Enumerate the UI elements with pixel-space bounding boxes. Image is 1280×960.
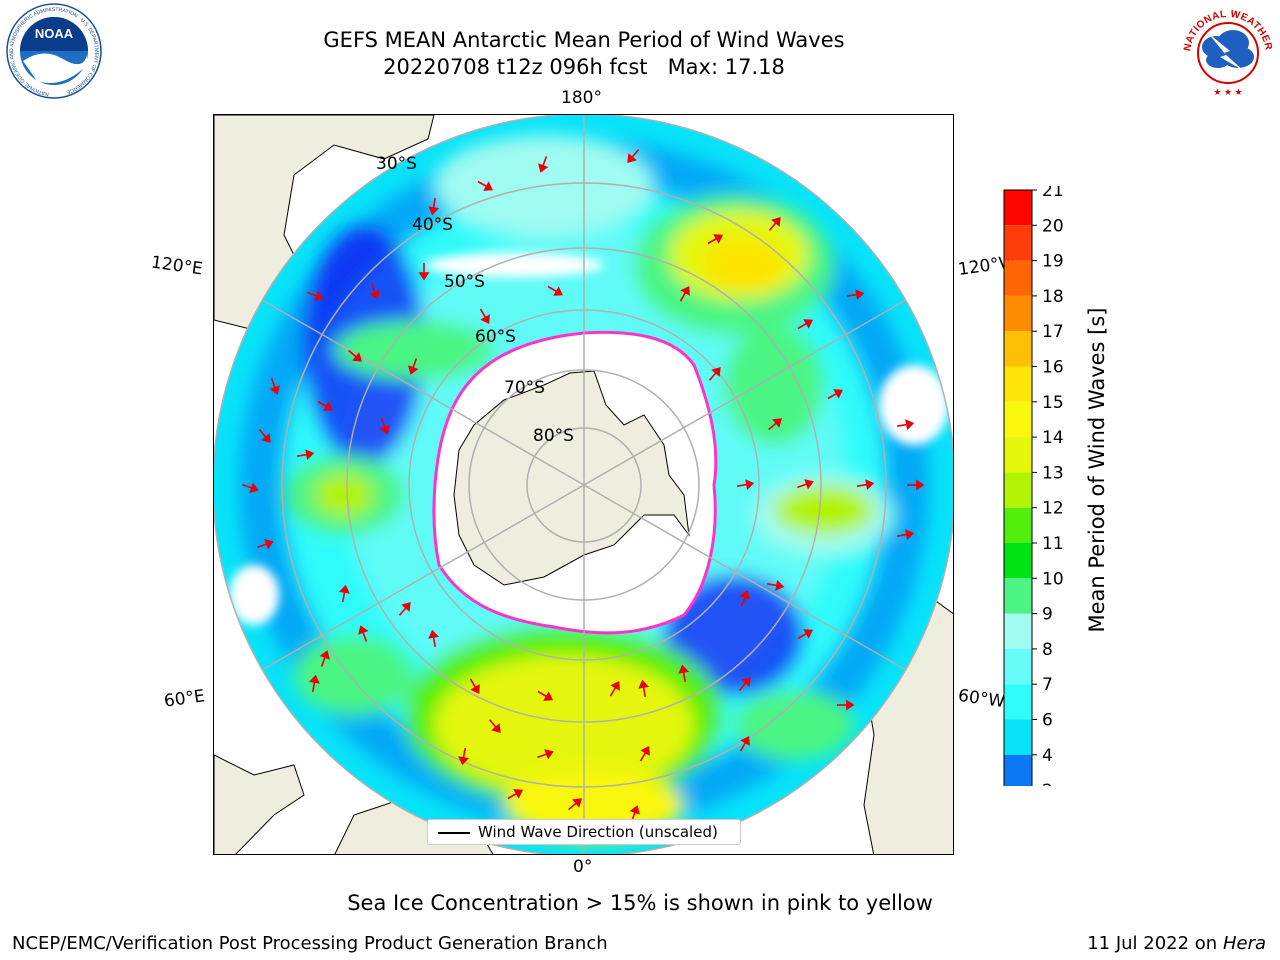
lon-label-0: 0° xyxy=(573,857,593,877)
colorbar-segment-8 xyxy=(1004,648,1032,685)
lat-label-50s: 50°S xyxy=(444,272,485,292)
noaa-logo: NOAA NATIONAL OCEANIC AND ATMOSPHERIC AD… xyxy=(6,3,102,99)
lon-label-180: 180° xyxy=(561,88,602,108)
lat-label-70s: 70°S xyxy=(504,378,545,398)
colorbar-tick-label: 8 xyxy=(1042,640,1053,660)
lon-label-60w: 60°W xyxy=(956,685,1007,713)
colorbar-segment-16 xyxy=(1004,366,1032,402)
footer-date-text: 11 Jul 2022 on xyxy=(1087,933,1223,954)
legend-label: Wind Wave Direction (unscaled) xyxy=(478,823,718,841)
colorbar-tick-label: 10 xyxy=(1042,569,1064,589)
map-legend: Wind Wave Direction (unscaled) xyxy=(427,819,741,845)
chart-subtitle: 20220708 t12z 096h fcst Max: 17.18 xyxy=(383,55,785,79)
colorbar-tick-label: 2 xyxy=(1042,781,1053,786)
lat-label-80s: 80°S xyxy=(533,426,574,446)
colorbar-tick-label: 15 xyxy=(1042,393,1064,413)
colorbar-tick-label: 4 xyxy=(1042,746,1053,766)
colorbar-segment-7 xyxy=(1004,684,1032,720)
lat-label-30s: 30°S xyxy=(376,154,417,174)
noaa-logo-text: NOAA xyxy=(35,26,74,41)
colorbar-tick-label: 7 xyxy=(1042,675,1053,695)
nws-logo: NATIONAL WEATHER SERVICE ★ ★ ★ xyxy=(1178,3,1274,99)
chart-title: GEFS MEAN Antarctic Mean Period of Wind … xyxy=(323,28,845,52)
wave-period-field xyxy=(214,115,953,854)
colorbar-segment-14 xyxy=(1004,437,1032,473)
colorbar-segment-6 xyxy=(1004,719,1032,755)
colorbar-segment-9 xyxy=(1004,613,1032,649)
colorbar-segment-17 xyxy=(1004,331,1032,367)
sea-ice-note: Sea Ice Concentration > 15% is shown in … xyxy=(347,891,933,915)
colorbar-segment-12 xyxy=(1004,507,1032,543)
colorbar-segment-11 xyxy=(1004,543,1032,579)
colorbar-title: Mean Period of Wind Waves [s] xyxy=(1085,307,1109,633)
colorbar-segment-4 xyxy=(1004,754,1032,786)
map-svg: 30°S 40°S 50°S 60°S 70°S 80°S xyxy=(214,115,953,854)
latitude-labels: 30°S 40°S 50°S 60°S 70°S 80°S xyxy=(376,154,574,446)
africa-land xyxy=(214,754,305,854)
colorbar-segment-10 xyxy=(1004,578,1032,614)
footer-host: Hera xyxy=(1222,933,1266,954)
colorbar-segment-18 xyxy=(1004,295,1032,332)
graticule xyxy=(214,115,953,854)
colorbar-tick-label: 9 xyxy=(1042,605,1053,625)
colorbar-tick-label: 21 xyxy=(1042,186,1064,201)
legend-line-swatch xyxy=(438,832,470,834)
wind-wave-arrows xyxy=(242,149,925,822)
colorbar-tick-label: 14 xyxy=(1042,428,1064,448)
map-panel: 30°S 40°S 50°S 60°S 70°S 80°S xyxy=(213,114,954,855)
colorbar-tick-label: 18 xyxy=(1042,287,1064,307)
colorbar-segment-20 xyxy=(1004,225,1032,261)
colorbar-segment-13 xyxy=(1004,472,1032,508)
colorbar-segment-21 xyxy=(1004,190,1032,226)
colorbar: 21 20 19 18 17 16 15 14 13 12 11 10 9 8 7 6 4 2 xyxy=(1003,186,1064,786)
colorbar-tick-label: 11 xyxy=(1042,534,1064,554)
antarctica xyxy=(432,330,718,635)
colorbar-segment-19 xyxy=(1004,260,1032,296)
lat-label-40s: 40°S xyxy=(412,215,453,235)
colorbar-tick-label: 20 xyxy=(1042,216,1064,236)
lat-label-60s: 60°S xyxy=(475,327,516,347)
footer-date: 11 Jul 2022 on Hera xyxy=(1087,933,1266,954)
colorbar-tick-label: 12 xyxy=(1042,499,1064,519)
colorbar-tick-label: 17 xyxy=(1042,322,1064,342)
lon-label-120e: 120°E xyxy=(149,252,204,280)
colorbar-tick-label: 16 xyxy=(1042,358,1064,378)
svg-text:★ ★ ★: ★ ★ ★ xyxy=(1213,87,1242,97)
lon-label-60e: 60°E xyxy=(162,686,207,712)
colorbar-tick-label: 13 xyxy=(1042,463,1064,483)
footer-credit: NCEP/EMC/Verification Post Processing Pr… xyxy=(12,933,608,954)
colorbar-segment-15 xyxy=(1004,401,1032,438)
colorbar-tick-label: 6 xyxy=(1042,711,1053,731)
colorbar-tick-label: 19 xyxy=(1042,252,1064,272)
